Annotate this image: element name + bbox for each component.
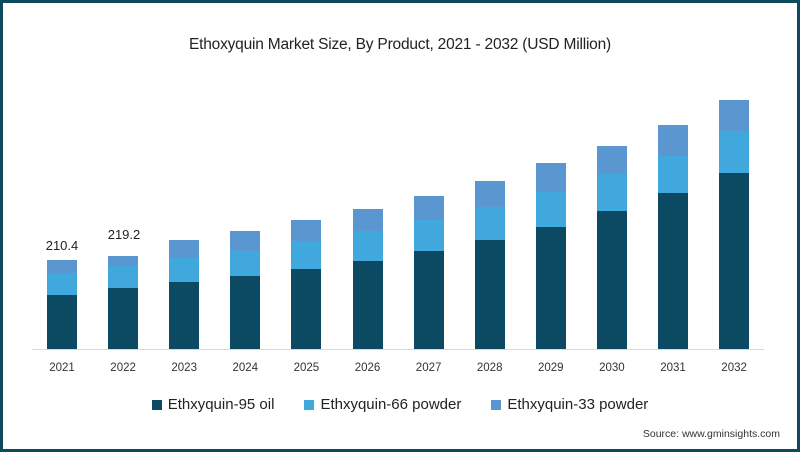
legend-swatch-icon <box>304 399 315 410</box>
bar-segment <box>658 124 688 156</box>
chart-title: Ethoxyquin Market Size, By Product, 2021… <box>189 36 611 53</box>
bar-segment <box>535 163 566 193</box>
legend-swatch-icon <box>151 399 162 410</box>
x-tick-label: 2022 <box>110 362 136 374</box>
bar-segment <box>291 220 322 241</box>
bar-2023 <box>169 240 200 349</box>
data-label-2022: 219.2 <box>107 227 141 242</box>
bar-2025 <box>291 220 322 349</box>
bar-2032 <box>719 99 750 349</box>
bar-segment <box>291 241 322 269</box>
bar-segment <box>596 146 627 175</box>
legend-item-66-powder: Ethxyquin-66 powder <box>304 396 461 413</box>
bar-segment <box>230 231 261 251</box>
x-axis-line <box>32 349 764 350</box>
x-tick-label: 2023 <box>171 362 197 374</box>
bar-segment <box>535 192 566 227</box>
x-tick-label: 2030 <box>599 362 625 374</box>
bar-segment <box>47 260 77 273</box>
bar-segment <box>596 211 627 349</box>
bar-segment <box>352 209 383 232</box>
legend-item-95-oil: Ethxyquin-95 oil <box>151 396 275 413</box>
bar-segment <box>535 227 566 349</box>
bar-segment <box>230 275 261 349</box>
bar-2027 <box>413 196 444 349</box>
legend-swatch-icon <box>491 399 502 410</box>
bar-segment <box>169 258 200 282</box>
bar-segment <box>658 192 688 349</box>
bar-2024 <box>230 231 261 349</box>
legend-label: Ethxyquin-33 powder <box>507 396 649 413</box>
bar-segment <box>47 273 77 295</box>
bar-2029 <box>535 163 566 349</box>
x-tick-label: 2025 <box>293 362 320 374</box>
data-label-2021: 210.4 <box>45 238 79 253</box>
bar-segment <box>474 181 505 208</box>
bar-segment <box>291 269 322 349</box>
x-tick-label: 2031 <box>660 362 686 374</box>
bar-segment <box>169 281 200 349</box>
bar-segment <box>658 155 688 193</box>
bar-2022 <box>108 256 139 349</box>
bar-segment <box>413 219 444 251</box>
bar-segment <box>108 288 139 349</box>
bar-segment <box>474 207 505 241</box>
bar-segment <box>230 251 261 276</box>
x-tick-label: 2026 <box>354 362 381 374</box>
bar-2021 <box>47 260 77 349</box>
bar-segment <box>413 196 444 220</box>
x-tick-label: 2028 <box>476 362 503 374</box>
bar-segment <box>413 250 444 349</box>
bar-segment <box>596 174 627 212</box>
source-note: Source: www.gminsights.com <box>642 428 780 440</box>
x-tick-label: 2027 <box>415 362 442 374</box>
bar-segment <box>169 240 200 259</box>
bar-segment <box>108 266 139 288</box>
legend: Ethxyquin-95 oil Ethxyquin-66 powder Eth… <box>0 396 800 413</box>
bar-2028 <box>474 181 505 349</box>
bar-segment <box>474 240 505 349</box>
legend-item-33-powder: Ethxyquin-33 powder <box>491 396 648 413</box>
bar-segment <box>719 172 750 349</box>
x-tick-label: 2029 <box>538 362 564 374</box>
bar-2030 <box>596 146 627 349</box>
bar-segment <box>47 294 77 349</box>
bar-segment <box>352 261 383 349</box>
legend-label: Ethxyquin-95 oil <box>167 396 275 413</box>
bar-segment <box>352 231 383 261</box>
x-tick-label: 2032 <box>721 362 747 374</box>
bar-segment <box>719 99 750 131</box>
x-tick-label: 2021 <box>49 362 75 374</box>
bar-2031 <box>658 124 688 349</box>
bar-segment <box>719 130 750 173</box>
legend-label: Ethxyquin-66 powder <box>320 396 462 413</box>
bar-segment <box>108 256 139 267</box>
bar-2026 <box>352 209 383 349</box>
x-tick-label: 2024 <box>232 362 259 374</box>
